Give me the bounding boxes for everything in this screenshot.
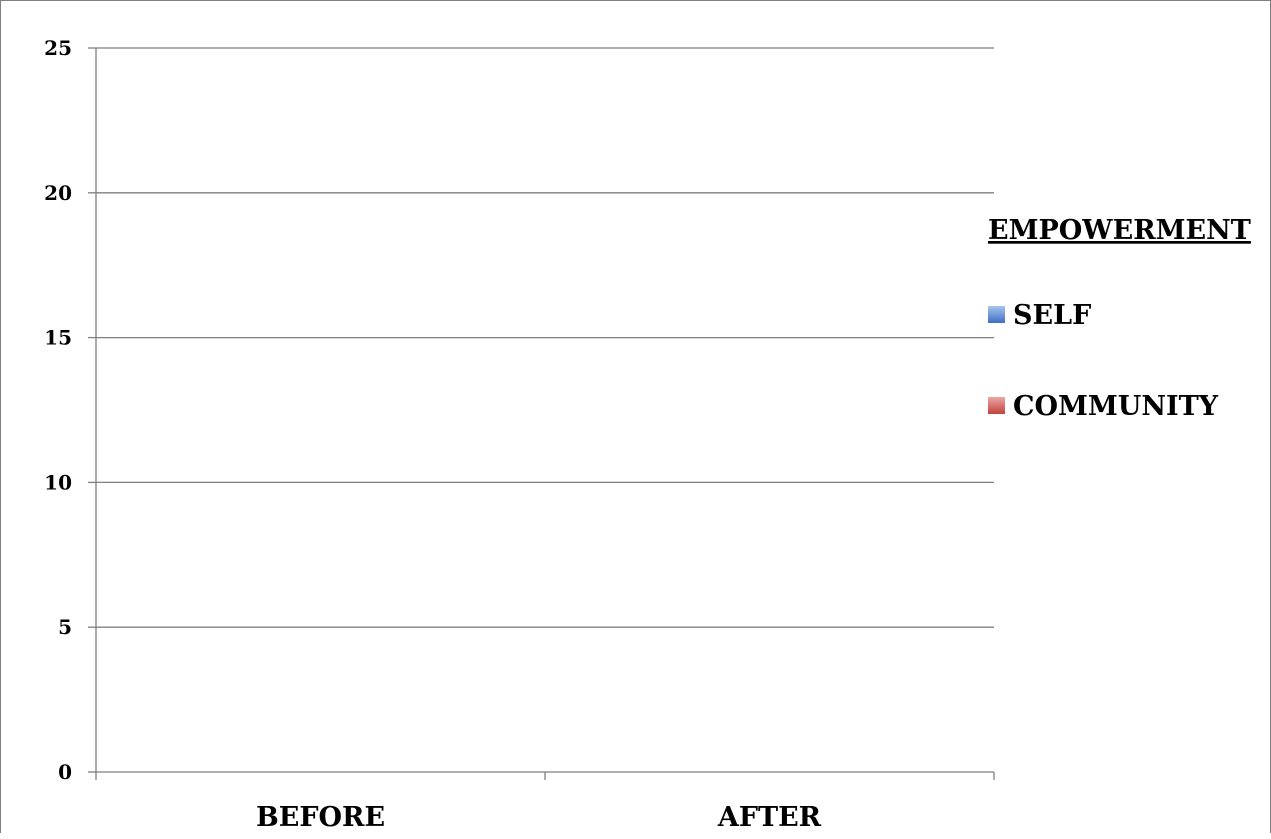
y-tick-label: 5 [58, 615, 72, 639]
legend-swatch-community [988, 397, 1005, 414]
y-tick-labels: 0 5 10 15 20 25 [44, 36, 72, 784]
y-tick-label: 0 [58, 760, 72, 784]
x-category-labels: BEFORE AFTER [256, 802, 822, 833]
y-tick-label: 15 [44, 326, 72, 350]
x-category-label: AFTER [717, 802, 822, 833]
legend: EMPOWERMENT SELF COMMUNITY [988, 215, 1251, 422]
y-tick-label: 10 [44, 470, 72, 494]
x-category-label: BEFORE [256, 802, 385, 833]
legend-swatch-self [988, 306, 1005, 323]
axes [88, 47, 995, 780]
legend-title: EMPOWERMENT [988, 215, 1251, 246]
legend-label-self: SELF [1013, 300, 1091, 331]
y-tick-label: 25 [44, 36, 72, 60]
gridlines [96, 47, 994, 628]
legend-label-community: COMMUNITY [1013, 391, 1219, 422]
y-tick-label: 20 [44, 181, 72, 205]
